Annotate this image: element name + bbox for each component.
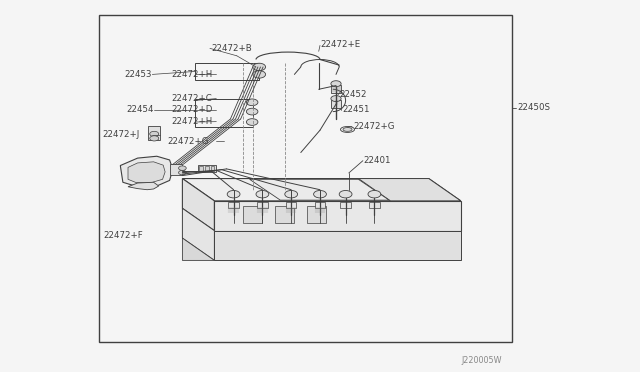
- Circle shape: [150, 136, 159, 141]
- Bar: [275, 206, 294, 223]
- Text: 22472+C: 22472+C: [172, 94, 212, 103]
- Polygon shape: [358, 179, 461, 201]
- Bar: [307, 206, 326, 223]
- Text: 22472+H: 22472+H: [172, 70, 212, 79]
- Bar: [243, 206, 262, 223]
- Circle shape: [253, 63, 266, 71]
- Circle shape: [253, 71, 266, 78]
- Ellipse shape: [343, 128, 352, 131]
- Text: 22472+G: 22472+G: [353, 122, 395, 131]
- Bar: [99, 15, 512, 342]
- Text: 22472+H: 22472+H: [172, 117, 212, 126]
- Bar: [195, 99, 253, 127]
- Polygon shape: [182, 179, 461, 201]
- Bar: [286, 202, 296, 208]
- Bar: [205, 166, 209, 171]
- Bar: [331, 85, 341, 93]
- Bar: [315, 202, 325, 208]
- Circle shape: [314, 190, 326, 198]
- Bar: [340, 202, 351, 208]
- Polygon shape: [214, 231, 461, 260]
- Bar: [369, 202, 380, 208]
- Text: 22472+E: 22472+E: [320, 40, 360, 49]
- Circle shape: [246, 99, 258, 106]
- Circle shape: [368, 190, 381, 198]
- Polygon shape: [182, 179, 214, 231]
- Circle shape: [331, 96, 341, 102]
- Polygon shape: [250, 179, 389, 200]
- Text: 22454: 22454: [126, 105, 154, 114]
- Text: 22472+B: 22472+B: [211, 44, 252, 53]
- Bar: [170, 164, 182, 175]
- Text: 22451: 22451: [342, 105, 370, 114]
- Circle shape: [179, 170, 186, 175]
- Text: 22472+F: 22472+F: [104, 231, 143, 240]
- Circle shape: [246, 108, 258, 115]
- Polygon shape: [120, 156, 173, 187]
- Ellipse shape: [340, 126, 355, 132]
- Polygon shape: [182, 208, 214, 260]
- Circle shape: [150, 131, 159, 137]
- Circle shape: [227, 190, 240, 198]
- Polygon shape: [214, 201, 461, 231]
- Text: 22453: 22453: [125, 70, 152, 79]
- Text: 22472+G: 22472+G: [168, 137, 209, 146]
- Text: 22472+D: 22472+D: [172, 105, 213, 114]
- Circle shape: [339, 190, 352, 198]
- Polygon shape: [128, 182, 159, 190]
- Text: 22472+J: 22472+J: [102, 130, 140, 139]
- Circle shape: [331, 81, 341, 87]
- Circle shape: [256, 190, 269, 198]
- Circle shape: [285, 190, 298, 198]
- Bar: [331, 100, 341, 108]
- Bar: [257, 202, 268, 208]
- Bar: [198, 165, 216, 172]
- Circle shape: [179, 166, 186, 170]
- Bar: [195, 63, 259, 80]
- Bar: [228, 202, 239, 208]
- Text: 22450S: 22450S: [517, 103, 550, 112]
- Bar: [211, 166, 214, 171]
- Text: 22452: 22452: [339, 90, 367, 99]
- Text: 22401: 22401: [363, 156, 390, 165]
- Polygon shape: [182, 238, 214, 260]
- Bar: [148, 126, 160, 140]
- Polygon shape: [128, 162, 165, 183]
- Circle shape: [246, 119, 258, 125]
- Text: J220005W: J220005W: [462, 356, 502, 365]
- Bar: [199, 166, 203, 171]
